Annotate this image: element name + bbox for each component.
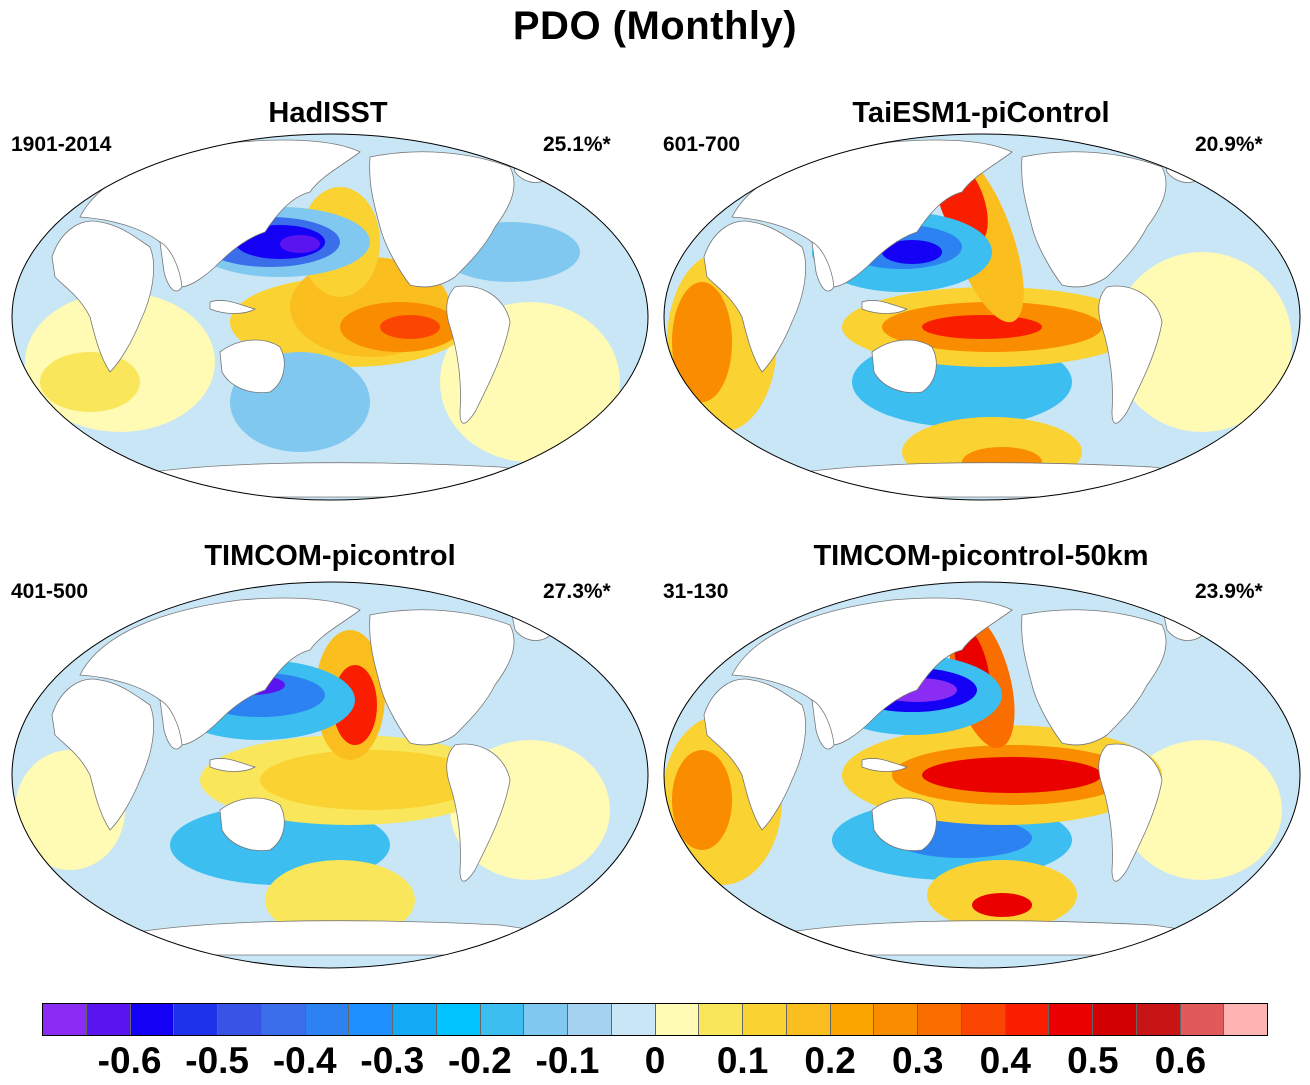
period-timcom-50km: 31-130 — [663, 580, 729, 603]
variance-timcom: 27.3%* — [543, 580, 611, 603]
colorbar-cell — [1005, 1004, 1050, 1035]
panel-title-timcom-50km: TIMCOM-picontrol-50km — [813, 540, 1149, 572]
colorbar-cell — [568, 1004, 612, 1035]
colorbar-cell — [43, 1004, 87, 1035]
map-timcom-50km — [663, 581, 1301, 969]
panel-title-timcom: TIMCOM-picontrol — [204, 540, 456, 572]
map-timcom — [11, 581, 649, 969]
colorbar-cell — [1093, 1004, 1137, 1035]
colorbar-cell — [349, 1004, 393, 1035]
colorbar-cell — [874, 1004, 918, 1035]
colorbar-tick-label: -0.1 — [535, 1040, 600, 1081]
period-hadisst: 1901-2014 — [11, 133, 112, 156]
colorbar-tick-label: 0.4 — [979, 1040, 1031, 1081]
colorbar-tick-label: 0.6 — [1154, 1040, 1207, 1081]
panel-title-taiesm1: TaiESM1-piControl — [852, 97, 1110, 129]
colorbar-tick-label: -0.3 — [360, 1040, 425, 1081]
colorbar-cell — [305, 1004, 350, 1035]
colorbar-cell — [699, 1004, 743, 1035]
colorbar-tick-label: -0.6 — [97, 1040, 162, 1081]
colorbar-cell — [830, 1004, 875, 1035]
colorbar-cell — [524, 1004, 568, 1035]
colorbar — [42, 1003, 1268, 1036]
variance-hadisst: 25.1%* — [543, 133, 611, 156]
colorbar-tick-label: -0.2 — [447, 1040, 512, 1081]
colorbar-cell — [1224, 1004, 1267, 1035]
panel-title-hadisst: HadISST — [268, 97, 388, 129]
period-taiesm1: 601-700 — [663, 133, 741, 156]
colorbar-cell — [1180, 1004, 1225, 1035]
map-hadisst — [11, 133, 649, 501]
colorbar-cell — [611, 1004, 656, 1035]
map-taiesm1 — [663, 133, 1301, 501]
colorbar-cell — [436, 1004, 481, 1035]
colorbar-tick-label: 0.2 — [804, 1040, 856, 1081]
colorbar-tick-label: 0.1 — [716, 1040, 769, 1081]
colorbar-cell — [261, 1004, 306, 1035]
colorbar-cell — [174, 1004, 218, 1035]
colorbar-cell — [86, 1004, 131, 1035]
colorbar-tick-label: 0.5 — [1067, 1040, 1119, 1081]
colorbar-cell — [961, 1004, 1006, 1035]
colorbar-cell — [393, 1004, 437, 1035]
colorbar-cell — [130, 1004, 175, 1035]
colorbar-tick-label: -0.5 — [185, 1040, 250, 1081]
colorbar-cell — [1136, 1004, 1181, 1035]
colorbar-tick-label: -0.4 — [272, 1040, 337, 1081]
page-title: PDO (Monthly) — [512, 4, 798, 48]
colorbar-cell — [655, 1004, 700, 1035]
colorbar-tick-label: 0 — [644, 1040, 666, 1081]
colorbar-cell — [918, 1004, 962, 1035]
period-timcom: 401-500 — [11, 580, 89, 603]
colorbar-cell — [480, 1004, 525, 1035]
colorbar-cell — [1049, 1004, 1093, 1035]
colorbar-tick-label: 0.3 — [891, 1040, 944, 1081]
variance-taiesm1: 20.9%* — [1195, 133, 1263, 156]
colorbar-cell — [786, 1004, 831, 1035]
colorbar-cell — [218, 1004, 262, 1035]
variance-timcom-50km: 23.9%* — [1195, 580, 1263, 603]
colorbar-cell — [743, 1004, 787, 1035]
